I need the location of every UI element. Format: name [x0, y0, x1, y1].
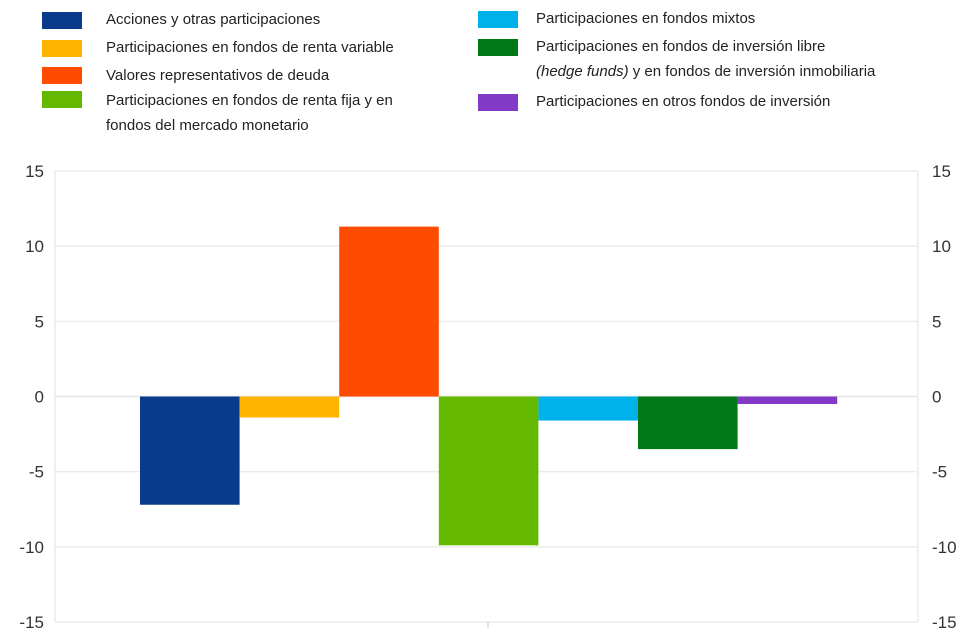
y-tick-label-right: -5 [932, 463, 947, 482]
y-tick-label-left: 15 [25, 162, 44, 181]
y-tick-label-right: 10 [932, 237, 951, 256]
y-tick-label-right: 15 [932, 162, 951, 181]
bar [538, 396, 638, 421]
legend-swatch [42, 12, 82, 29]
chart-legend: Acciones y otras participaciones Particip… [0, 0, 971, 140]
y-tick-label-left: 10 [25, 237, 44, 256]
bars [140, 226, 838, 546]
legend-label: Acciones y otras participaciones [106, 11, 321, 28]
bar [438, 396, 539, 546]
legend-label: Participaciones en fondos de renta fija … [106, 92, 393, 134]
bar [737, 396, 838, 405]
y-tick-label-right: -15 [932, 613, 957, 631]
legend-label: Participaciones en fondos de renta varia… [106, 39, 394, 56]
y-tick-label-right: -10 [932, 538, 957, 557]
bar [140, 396, 240, 505]
legend-swatch [42, 91, 82, 108]
legend-swatch [478, 39, 518, 56]
legend-label-part: y en fondos de inversión inmobiliaria [628, 63, 876, 80]
y-tick-label-left: -10 [19, 538, 44, 557]
legend-swatch [478, 94, 518, 111]
bar [638, 396, 738, 450]
y-tick-label-left: 5 [35, 312, 44, 331]
legend-swatch [478, 11, 518, 28]
right-y-axis: 15 10 5 0 -5 -10 -15 [932, 162, 957, 631]
y-tick-label-left: 0 [35, 388, 44, 407]
legend-swatch [42, 67, 82, 84]
legend-label: Participaciones en fondos de inversión l… [536, 34, 875, 84]
legend-swatch [42, 40, 82, 57]
legend-label: Participaciones en otros fondos de inver… [536, 93, 831, 110]
legend-label: Participaciones en fondos mixtos [536, 10, 756, 27]
bar [239, 396, 340, 418]
legend-label-part: Participaciones en fondos de inversión l… [536, 38, 826, 55]
y-tick-label-left: -15 [19, 613, 44, 631]
legend-label-part: (hedge funds) [536, 63, 629, 80]
y-tick-label-left: -5 [29, 463, 44, 482]
y-tick-label-right: 5 [932, 312, 941, 331]
left-y-axis: 15 10 5 0 -5 -10 -15 [19, 162, 44, 631]
legend-label: Valores representativos de deuda [106, 67, 330, 84]
y-tick-label-right: 0 [932, 388, 941, 407]
bar [339, 226, 439, 397]
